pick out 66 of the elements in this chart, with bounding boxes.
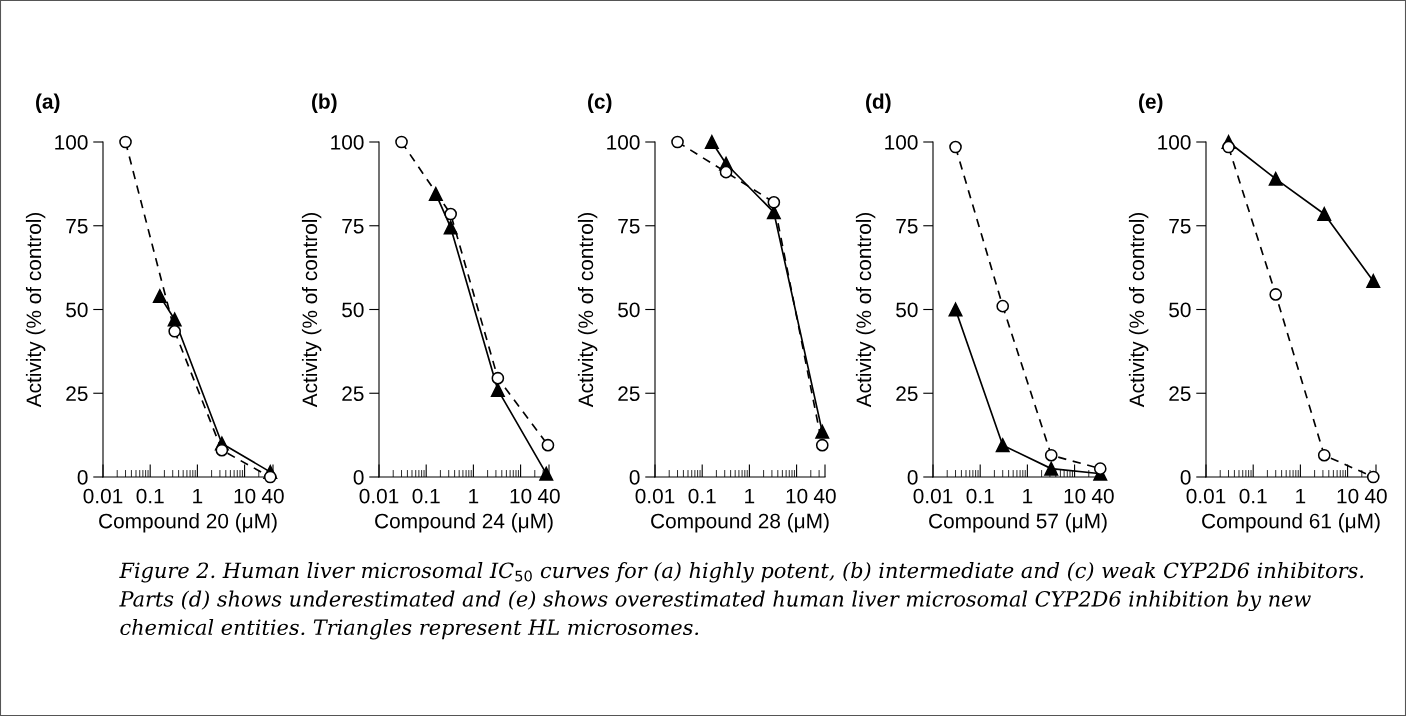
y-tick-label: 0	[77, 470, 88, 485]
x-tick-label: 1	[469, 488, 479, 504]
y-tick-label: 100	[55, 135, 88, 150]
x-tick-label: 0.1	[412, 488, 440, 504]
y-tick-label: 75	[896, 218, 918, 234]
y-tick-label: 0	[353, 470, 364, 485]
chart-title: (d)	[866, 93, 891, 113]
y-axis-title: Activity (% of control)	[1128, 212, 1149, 408]
y-tick-label: 100	[331, 135, 364, 150]
x-tick-label: 0.1	[1239, 488, 1267, 504]
y-tick-label: 50	[618, 302, 640, 318]
x-axis-title: Compound 57 (μM)	[929, 513, 1107, 533]
x-tick-label: 40	[537, 488, 560, 504]
y-axis-title: Activity (% of control)	[301, 212, 322, 408]
y-tick-label: 50	[1169, 302, 1191, 318]
y-axis-title: Activity (% of control)	[855, 212, 876, 408]
y-tick-label: 100	[1158, 135, 1191, 150]
x-tick-label: 10	[786, 488, 808, 504]
x-tick-label: 0.01	[1186, 488, 1226, 504]
x-tick-label: 0.1	[966, 488, 994, 504]
x-tick-label: 10	[510, 488, 532, 504]
x-axis-title: Compound 61 (μM)	[1202, 513, 1380, 533]
x-axis-title: Compound 24 (μM)	[375, 513, 553, 533]
x-tick-label: 0.01	[635, 488, 675, 504]
y-tick-label: 100	[607, 135, 640, 150]
y-tick-label: 25	[1169, 386, 1191, 401]
y-tick-label: 75	[342, 218, 364, 234]
y-tick-label: 25	[896, 386, 918, 401]
y-tick-label: 0	[1180, 470, 1191, 485]
y-tick-label: 50	[66, 302, 88, 318]
x-axis-title: Compound 20 (μM)	[99, 513, 277, 533]
x-axis-title: Compound 28 (μM)	[651, 513, 829, 533]
y-tick-label: 75	[1169, 218, 1191, 234]
x-tick-label: 0.01	[83, 488, 123, 504]
y-axis-title: Activity (% of control)	[577, 212, 598, 408]
y-tick-label: 0	[907, 470, 918, 485]
x-tick-label: 1	[1023, 488, 1033, 504]
x-tick-label: 10	[1064, 488, 1086, 504]
x-tick-label: 40	[1364, 488, 1387, 504]
x-tick-label: 0.01	[913, 488, 953, 504]
x-tick-label: 1	[1296, 488, 1306, 504]
y-tick-label: 25	[66, 386, 88, 401]
x-tick-label: 40	[813, 488, 836, 504]
x-tick-label: 1	[745, 488, 755, 504]
chart-title: (c)	[588, 93, 612, 113]
x-tick-label: 1	[193, 488, 203, 504]
x-tick-label: 10	[234, 488, 256, 504]
y-tick-label: 100	[885, 135, 918, 150]
chart-title: (b)	[312, 93, 337, 113]
caption: Figure 2. Human liver microsomal IC$_{50}$ curves for (a) highly potent, (b) intermediate and (c) weak CYP2D6 inhibitors. Parts (d) shows underestimated and (e) shows overestimated human liver microsomal CYP2D6 inhibition by new chemical entities. Triangles represent HL microsomes.	[119, 562, 1364, 640]
y-tick-label: 75	[618, 218, 640, 234]
y-tick-label: 0	[629, 470, 640, 485]
x-tick-label: 10	[1337, 488, 1359, 504]
x-tick-label: 0.01	[359, 488, 399, 504]
x-tick-label: 0.1	[136, 488, 164, 504]
y-tick-label: 50	[896, 302, 918, 318]
y-tick-label: 25	[618, 386, 640, 401]
x-tick-label: 0.1	[688, 488, 716, 504]
x-tick-label: 40	[261, 488, 284, 504]
x-tick-label: 40	[1091, 488, 1114, 504]
chart-title: (a)	[36, 93, 60, 113]
y-axis-title: Activity (% of control)	[25, 212, 46, 408]
y-tick-label: 75	[66, 218, 88, 234]
chart-title: (e)	[1139, 93, 1163, 113]
y-tick-label: 50	[342, 302, 364, 318]
y-tick-label: 25	[342, 386, 364, 401]
